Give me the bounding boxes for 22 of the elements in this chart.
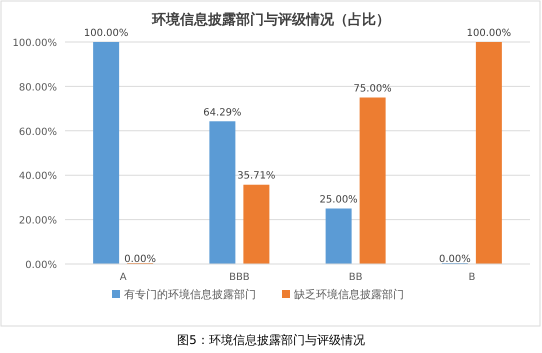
caption: 图5：环境信息披露部门与评级情况 (177, 333, 365, 347)
data-label: 0.00% (124, 254, 156, 265)
y-tick-label: 20.00% (18, 216, 57, 227)
x-tick-label: BBB (229, 272, 250, 283)
data-label: 100.00% (466, 28, 512, 39)
x-tick-label: BB (348, 272, 363, 283)
data-label: 0.00% (438, 254, 471, 265)
data-label: 35.71% (237, 170, 276, 182)
y-tick-label: 80.00% (18, 82, 57, 94)
y-tick-label: 60.00% (18, 126, 57, 138)
data-label: 64.29% (203, 107, 242, 118)
chart-title: 环境信息披露部门与评级情况（占比） (151, 11, 390, 28)
legend-label: 缺乏环境信息披露部门 (294, 288, 404, 301)
x-tick-label: B (468, 272, 476, 283)
legend-label: 有专门的环境信息披露部门 (124, 288, 256, 301)
data-label: 100.00% (84, 28, 128, 39)
y-tick-label: 0.00% (25, 260, 57, 271)
data-label: 25.00% (320, 194, 358, 206)
x-tick-label: A (120, 272, 127, 283)
data-label: 75.00% (354, 84, 392, 94)
y-tick-label: 40.00% (18, 171, 57, 182)
y-tick-label: 100.00% (12, 38, 57, 49)
